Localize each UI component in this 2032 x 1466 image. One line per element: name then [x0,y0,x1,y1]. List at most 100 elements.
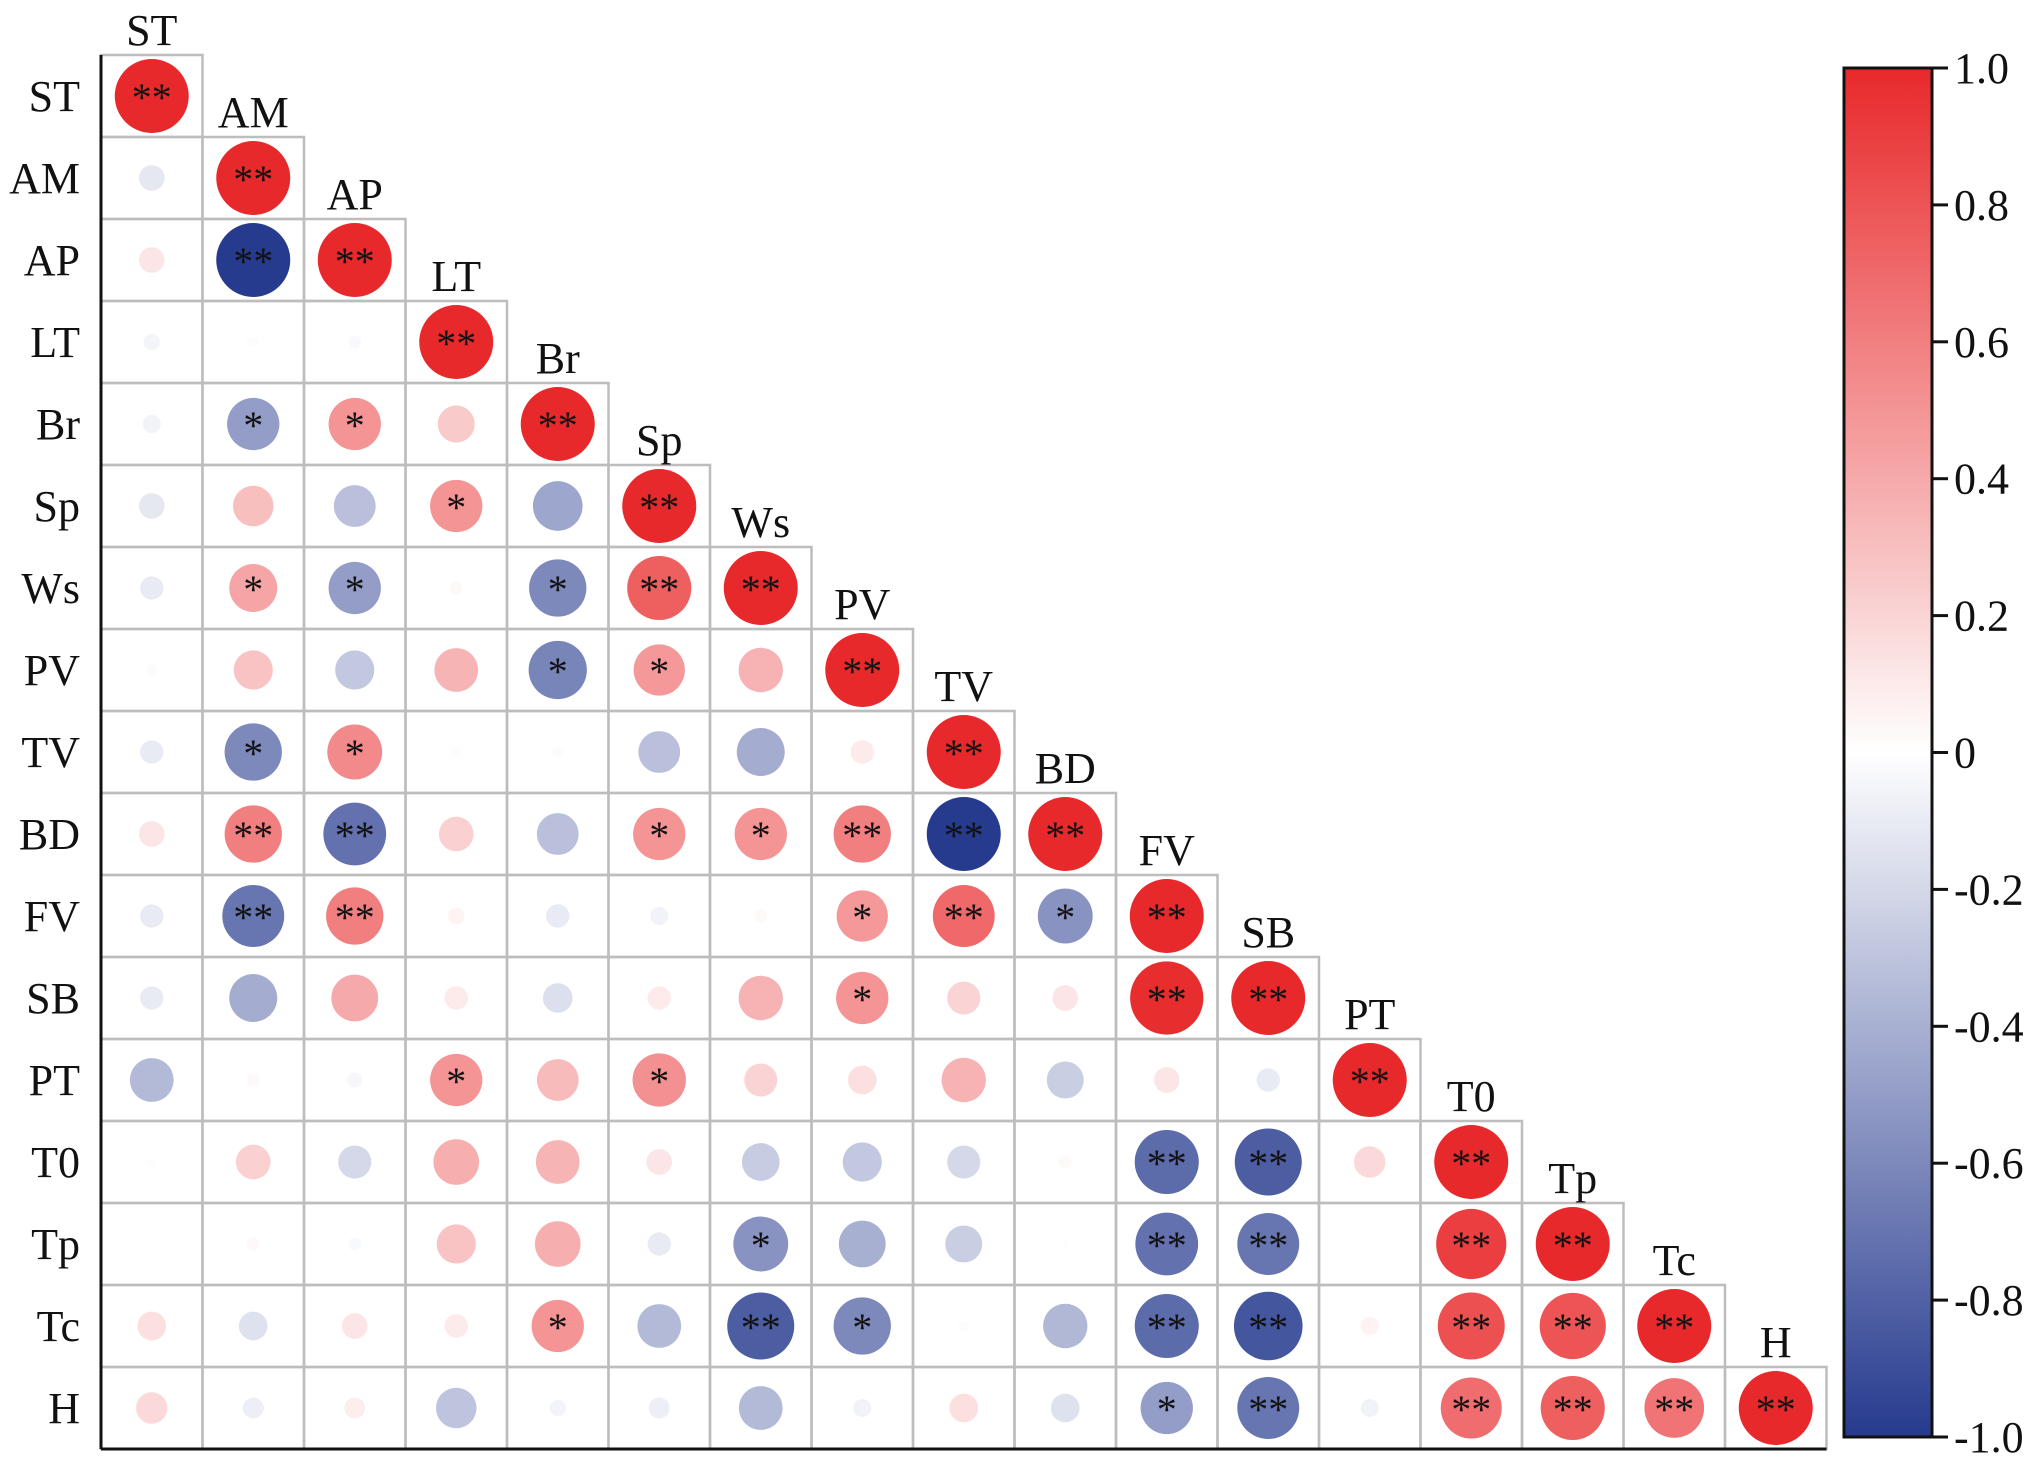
correlation-circle [437,405,475,443]
correlation-circle [833,805,891,863]
correlation-circle [633,807,686,861]
correlation-circle [444,986,468,1010]
correlation-circle [1058,1155,1072,1169]
significance-mark: * [751,1223,771,1268]
correlation-circle [140,576,164,600]
correlation-circle [1134,1129,1199,1195]
correlation-circle [638,731,681,773]
row-label: TV [21,728,80,777]
correlation-circle [1440,1377,1502,1439]
significance-mark: ** [1451,1387,1491,1432]
correlation-circle [1052,985,1079,1011]
correlation-circle [1130,961,1204,1035]
column-label: FV [1139,826,1195,875]
correlation-circle [148,1241,155,1247]
row-label: ST [29,72,80,121]
correlation-circle [632,1053,686,1107]
significance-mark: ** [1350,1059,1390,1104]
column-label: SB [1241,908,1295,957]
correlation-circle [1738,1371,1813,1445]
row-label: FV [24,892,80,941]
correlation-circle [1153,1067,1180,1093]
significance-mark: * [548,1305,568,1350]
correlation-circle [1135,1212,1199,1276]
colorbar-tick-label: -0.4 [1954,1002,2024,1051]
significance-mark: ** [1147,1141,1187,1186]
correlation-circle [850,740,874,764]
correlation-circle [323,802,387,866]
colorbar-tick-label: -0.6 [1954,1139,2024,1188]
correlation-circle [1434,1125,1509,1199]
correlation-circle [552,746,563,758]
correlation-circle [531,1299,584,1353]
correlation-circle [647,986,671,1010]
correlation-circle [532,481,583,531]
correlation-circle [335,650,375,690]
significance-mark: ** [233,813,273,858]
correlation-circle [229,564,278,612]
significance-mark: ** [944,731,984,776]
row-label: T0 [31,1138,80,1187]
correlation-circle [222,885,285,947]
significance-mark: ** [842,813,882,858]
column-label: TV [934,662,993,711]
significance-mark: * [446,485,466,530]
correlation-circle [114,59,189,133]
correlation-circle [438,816,474,852]
colorbar: 1.0 0.8 0.6 0.4 0.2 0 -0.2 -0.4 -0.6 -0.8 -1.0 [1842,44,2024,1462]
row-label: SB [26,974,80,1023]
significance-mark: * [649,649,669,694]
colorbar-tick-label: 0.8 [1954,181,2009,230]
correlation-circle [140,986,164,1010]
correlation-circle [1637,1289,1712,1363]
correlation-circle [246,1073,260,1087]
colorbar-tick-label: 0.6 [1954,318,2009,367]
significance-mark: ** [639,567,679,612]
correlation-circle [129,1058,174,1102]
significance-mark: ** [1756,1387,1796,1432]
correlation-circle [348,1237,362,1251]
column-label: PV [834,580,890,629]
significance-mark: * [243,731,263,776]
correlation-circle [648,1397,670,1419]
correlation-circle [327,724,383,780]
correlation-circle [229,974,278,1022]
correlation-circle [341,1313,368,1339]
column-label: Sp [636,416,682,465]
correlation-circle [146,664,157,676]
significance-mark: ** [1248,1141,1288,1186]
row-label: Sp [34,482,80,531]
significance-mark: ** [1654,1305,1694,1350]
correlation-circle [338,1145,372,1179]
correlation-circle [419,305,494,379]
correlation-circle [1129,879,1204,953]
correlation-circle [1231,961,1306,1035]
correlation-circle [1234,1128,1302,1196]
significance-mark: ** [335,813,375,858]
correlation-circle [326,887,384,945]
correlation-circle [842,1142,882,1182]
correlation-circle [1134,1293,1199,1359]
correlation-circle [535,1140,580,1184]
correlation-circle [838,1220,886,1268]
row-label: PT [29,1056,80,1105]
correlation-circle [1046,1061,1084,1099]
significance-mark: ** [1147,1305,1187,1350]
correlation-circle [328,397,381,451]
correlation-circle [447,907,465,925]
correlation-circle [1366,1241,1373,1247]
correlation-circle [1539,1292,1606,1360]
significance-mark: * [1157,1387,1177,1432]
correlation-circle [434,648,479,692]
correlation-circle [1540,1375,1605,1441]
colorbar-rect [1842,66,1934,1439]
correlation-circle [847,1065,877,1095]
significance-mark: ** [436,321,476,366]
correlation-circle [1437,1292,1505,1360]
row-label: Tp [31,1220,80,1269]
column-label: Br [536,334,580,383]
significance-mark: * [446,1059,466,1104]
correlation-circle [248,336,259,348]
correlation-circle [836,971,889,1025]
